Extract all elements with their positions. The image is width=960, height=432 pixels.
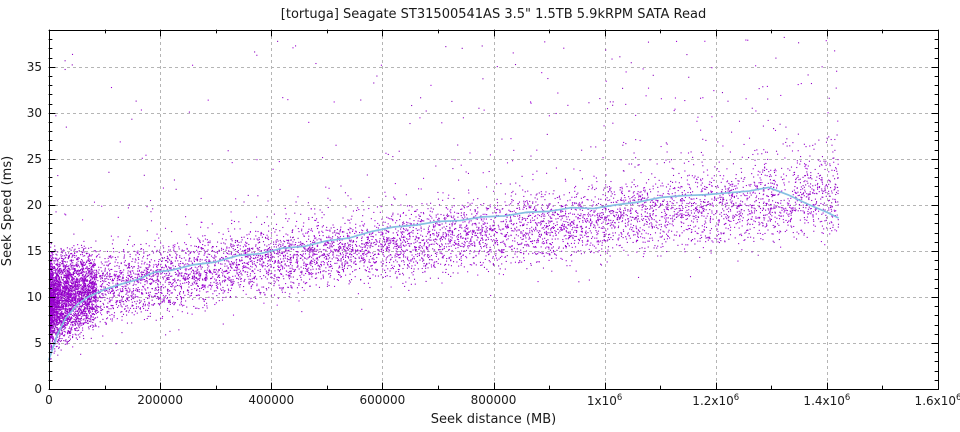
x-tick-label: 1.2x106 [692, 393, 740, 408]
x-tick-label: 200000 [137, 393, 184, 407]
y-tick-label: 25 [26, 151, 42, 166]
y-tick-label: 5 [34, 335, 42, 350]
x-tick-label: 1x106 [586, 393, 623, 408]
x-tick-label: 600000 [359, 393, 406, 407]
x-tick-label: 400000 [248, 393, 295, 407]
y-tick-label: 30 [26, 105, 42, 120]
x-tick-label: 1.4x106 [803, 393, 851, 408]
y-tick-label: 15 [26, 243, 42, 258]
x-axis-title: Seek distance (MB) [430, 412, 557, 427]
y-tick-label: 10 [26, 289, 42, 304]
y-tick-label: 35 [26, 59, 42, 74]
y-tick-label: 0 [34, 382, 42, 396]
x-tick-label: 1.6x106 [914, 393, 960, 408]
y-tick-label: 20 [26, 197, 42, 212]
chart-title: [tortuga] Seagate ST31500541AS 3.5" 1.5T… [280, 7, 707, 22]
x-tick-label: 800000 [470, 393, 517, 407]
x-tick-label: 0 [45, 393, 53, 407]
